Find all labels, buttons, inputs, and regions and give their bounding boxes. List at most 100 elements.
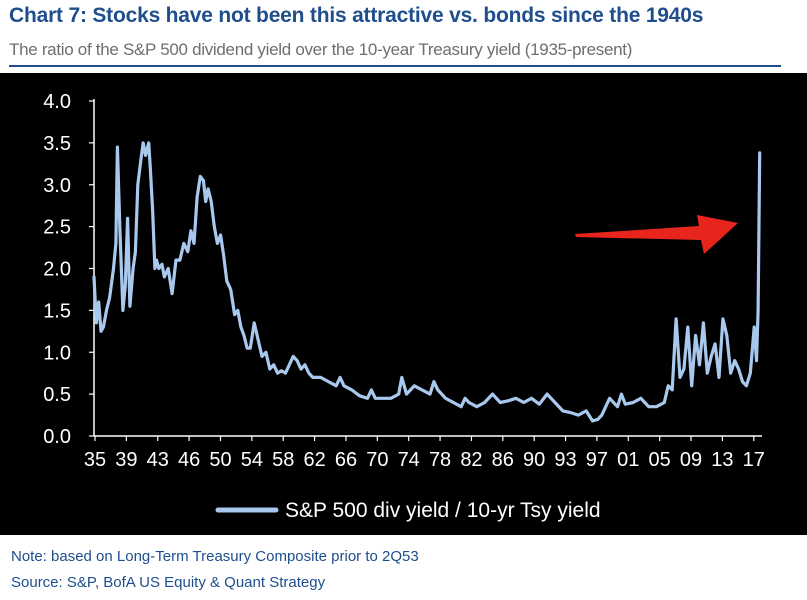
data-point bbox=[671, 388, 674, 392]
data-point bbox=[338, 376, 342, 379]
data-point bbox=[202, 179, 205, 182]
data-point bbox=[245, 346, 249, 350]
data-point bbox=[506, 399, 510, 402]
data-point bbox=[690, 384, 693, 387]
x-tick-label: 70 bbox=[366, 449, 388, 471]
x-tick-label: 74 bbox=[398, 449, 420, 471]
data-point bbox=[124, 284, 127, 287]
data-point bbox=[585, 409, 588, 413]
data-point bbox=[225, 279, 228, 283]
data-point bbox=[280, 369, 283, 372]
line-chart: 0.0 0.5 1.0 1.5 2.0 2.5 3.0 3.5 4.0 35 39 43 46 50 54 5… bbox=[43, 91, 765, 522]
data-point bbox=[674, 317, 678, 320]
data-point bbox=[303, 363, 307, 366]
y-tick-label: 1.5 bbox=[43, 300, 71, 322]
data-point bbox=[210, 200, 213, 203]
x-tick-label: 58 bbox=[272, 449, 294, 471]
data-point bbox=[596, 418, 600, 421]
data-point bbox=[620, 392, 623, 396]
y-tick-label: 4.0 bbox=[43, 91, 71, 113]
data-point bbox=[522, 401, 525, 404]
y-tick-label: 2.0 bbox=[43, 259, 71, 281]
data-point bbox=[153, 267, 157, 270]
data-point bbox=[142, 141, 145, 145]
data-point bbox=[239, 325, 243, 329]
data-point bbox=[335, 384, 338, 387]
data-point bbox=[195, 196, 199, 199]
data-point bbox=[102, 325, 105, 329]
data-point bbox=[686, 325, 689, 329]
data-point bbox=[112, 267, 115, 270]
data-point bbox=[374, 397, 377, 400]
chart-title: Chart 7: Stocks have not been this attra… bbox=[9, 4, 704, 27]
data-point bbox=[350, 388, 353, 392]
data-point bbox=[108, 296, 111, 299]
data-point bbox=[182, 242, 185, 245]
data-point bbox=[136, 183, 139, 186]
data-point bbox=[186, 250, 189, 253]
data-point bbox=[545, 392, 549, 396]
data-point bbox=[192, 242, 196, 245]
data-point bbox=[358, 394, 361, 397]
data-point bbox=[370, 388, 373, 392]
data-point bbox=[698, 363, 701, 366]
x-tick-label: 78 bbox=[429, 449, 451, 471]
data-point bbox=[381, 397, 385, 400]
data-point bbox=[713, 342, 717, 346]
data-point bbox=[463, 397, 467, 400]
data-point bbox=[213, 225, 216, 228]
data-point bbox=[608, 397, 611, 400]
data-point bbox=[499, 401, 502, 404]
data-point bbox=[577, 413, 580, 417]
x-tick-label: 54 bbox=[241, 449, 263, 471]
data-point bbox=[216, 242, 219, 245]
data-point bbox=[253, 321, 256, 325]
data-point bbox=[737, 367, 740, 371]
data-point bbox=[405, 392, 408, 396]
data-point bbox=[389, 397, 393, 400]
y-tick-label: 3.5 bbox=[43, 133, 71, 155]
x-tick-label: 93 bbox=[554, 449, 576, 471]
data-point bbox=[600, 413, 603, 417]
data-point bbox=[467, 401, 471, 404]
data-point bbox=[647, 405, 650, 408]
data-point bbox=[694, 334, 697, 337]
data-point bbox=[114, 242, 118, 245]
source-note: Source: S&P, BofA US Equity & Quant Stra… bbox=[11, 574, 326, 591]
data-point bbox=[475, 405, 478, 408]
data-point bbox=[655, 405, 658, 408]
data-point bbox=[105, 309, 108, 312]
title-divider bbox=[9, 65, 781, 67]
data-point bbox=[616, 405, 619, 408]
data-point bbox=[99, 330, 103, 333]
data-point bbox=[151, 208, 154, 212]
data-point bbox=[756, 309, 760, 312]
data-point bbox=[249, 346, 252, 350]
data-point bbox=[276, 372, 279, 375]
data-point bbox=[134, 250, 137, 253]
y-tick-label: 1.0 bbox=[43, 342, 71, 364]
data-point bbox=[745, 384, 748, 387]
data-point bbox=[725, 334, 728, 337]
data-point bbox=[491, 392, 494, 396]
data-point bbox=[174, 258, 178, 262]
data-point bbox=[327, 380, 330, 383]
data-point bbox=[514, 397, 518, 400]
data-point bbox=[206, 187, 210, 191]
x-tick-label: 50 bbox=[209, 449, 231, 471]
data-point bbox=[149, 166, 152, 170]
data-point bbox=[92, 275, 96, 279]
data-point bbox=[561, 409, 564, 413]
data-point bbox=[420, 388, 424, 392]
data-point bbox=[758, 151, 761, 155]
data-point bbox=[222, 254, 225, 258]
data-point bbox=[284, 372, 287, 375]
x-tick-label: 17 bbox=[743, 449, 765, 471]
data-point bbox=[139, 158, 143, 161]
data-point bbox=[219, 233, 222, 237]
data-point bbox=[126, 217, 129, 220]
data-point bbox=[121, 309, 125, 312]
x-tick-label: 62 bbox=[303, 449, 325, 471]
arrow-annotation bbox=[575, 215, 738, 254]
data-point bbox=[147, 141, 150, 145]
